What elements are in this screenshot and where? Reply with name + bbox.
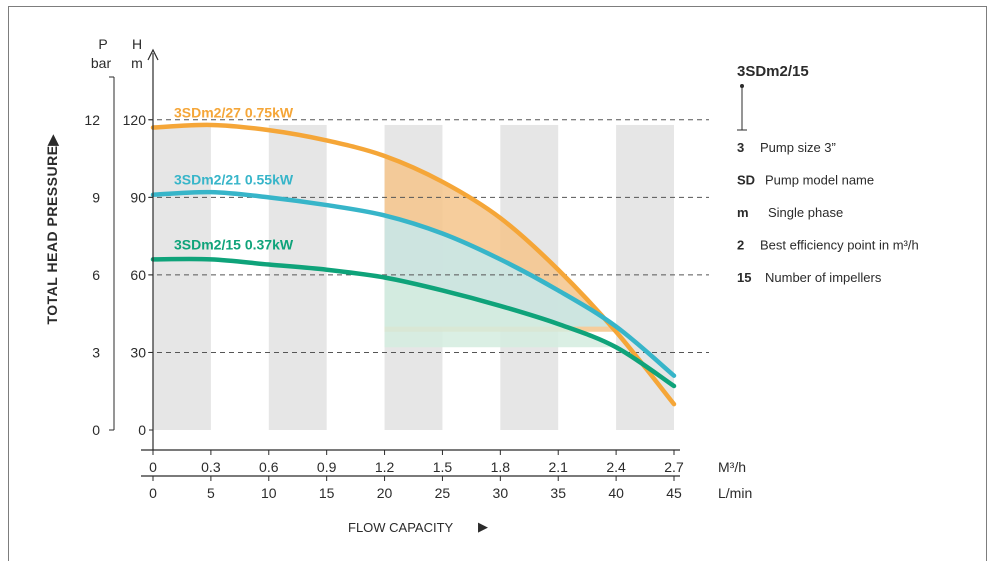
x-m3h-tick-0.6: 0.6 (259, 459, 279, 475)
pump-curves (150, 122, 677, 407)
x-m3h-tick-2.4: 2.4 (606, 459, 626, 475)
series-label-1: 3SDm2/21 0.55kW (174, 172, 294, 188)
x-m3h-tick-1.5: 1.5 (433, 459, 453, 475)
efficiency-bands (384, 155, 617, 348)
shaded-column-1 (268, 124, 327, 430)
x-m3h-tick-0.3: 0.3 (201, 459, 221, 475)
h-tick-30: 30 (130, 344, 146, 360)
legend-code-2: m (737, 205, 749, 220)
chart-frame (8, 6, 987, 561)
x-axis-title-arrow: ▶ (478, 519, 488, 534)
x-m3h-tick-2.1: 2.1 (548, 459, 568, 475)
x-axis-title: FLOW CAPACITY (348, 520, 454, 535)
legend-title: 3SDm2/15 (737, 63, 809, 80)
x-m3h-tick-0: 0 (149, 459, 157, 475)
efficiency-band-2 (384, 277, 617, 348)
legend-bracket-dot (740, 84, 744, 88)
x-lmin-tick-15: 15 (319, 485, 335, 501)
x-lmin-tick-10: 10 (261, 485, 277, 501)
x-lmin-tick-30: 30 (493, 485, 509, 501)
x-m3h-tick-1.8: 1.8 (491, 459, 511, 475)
legend-code-0: 3 (737, 140, 744, 155)
p-tick-12: 12 (84, 112, 100, 128)
x-m3h-tick-1.2: 1.2 (375, 459, 395, 475)
x-lmin-tick-5: 5 (207, 485, 215, 501)
h-tick-120: 120 (123, 112, 147, 128)
x-lmin-tick-25: 25 (435, 485, 451, 501)
legend-code-1: SD (737, 173, 755, 188)
curve-2 (150, 256, 677, 389)
y-axis-title-arrow: ▶ (44, 134, 60, 147)
x-m3h-tick-2.7: 2.7 (664, 459, 684, 475)
legend-code-3: 2 (737, 238, 744, 253)
h-tick-90: 90 (130, 189, 146, 205)
series-label-0: 3SDm2/27 0.75kW (174, 105, 294, 121)
legend-desc-2: Single phase (768, 205, 843, 220)
h-tick-0: 0 (138, 422, 146, 438)
x-lmin-tick-40: 40 (608, 485, 624, 501)
x-axis-m3h-unit: M³/h (718, 459, 746, 475)
shaded-column-4 (616, 124, 674, 430)
x-lmin-tick-35: 35 (550, 485, 566, 501)
model-code-legend: 3SDm2/15 3 Pump size 3” SD Pump model name m… (737, 63, 919, 285)
legend-desc-3: Best efficiency point in m³/h (760, 238, 919, 253)
shaded-column-0 (153, 124, 211, 430)
legend-code-4: 15 (737, 270, 751, 285)
curve-1 (150, 189, 677, 378)
p-tick-9: 9 (92, 189, 100, 205)
p-axis-title: P (98, 36, 107, 52)
p-tick-6: 6 (92, 267, 100, 283)
legend-desc-1: Pump model name (765, 173, 874, 188)
h-axis-unit: m (131, 55, 143, 71)
curve-0 (150, 122, 677, 407)
legend-desc-4: Number of impellers (765, 270, 882, 285)
y-axis-title: TOTAL HEAD PRESSURE (44, 145, 60, 324)
p-axis-unit: bar (91, 55, 112, 71)
h-axis-title: H (132, 36, 142, 52)
legend-desc-0: Pump size 3” (760, 140, 836, 155)
x-lmin-tick-45: 45 (666, 485, 682, 501)
x-lmin-tick-0: 0 (149, 485, 157, 501)
x-axis-lmin-unit: L/min (718, 485, 752, 501)
p-tick-0: 0 (92, 422, 100, 438)
h-axis-arrow (147, 48, 159, 61)
h-tick-60: 60 (130, 267, 146, 283)
series-label-2: 3SDm2/15 0.37kW (174, 236, 294, 252)
series-labels: 3SDm2/27 0.75kW 3SDm2/21 0.55kW 3SDm2/15 0… (174, 105, 294, 253)
p-tick-3: 3 (92, 344, 100, 360)
x-lmin-tick-20: 20 (377, 485, 393, 501)
x-m3h-tick-0.9: 0.9 (317, 459, 337, 475)
dashed-gridlines (148, 119, 709, 353)
